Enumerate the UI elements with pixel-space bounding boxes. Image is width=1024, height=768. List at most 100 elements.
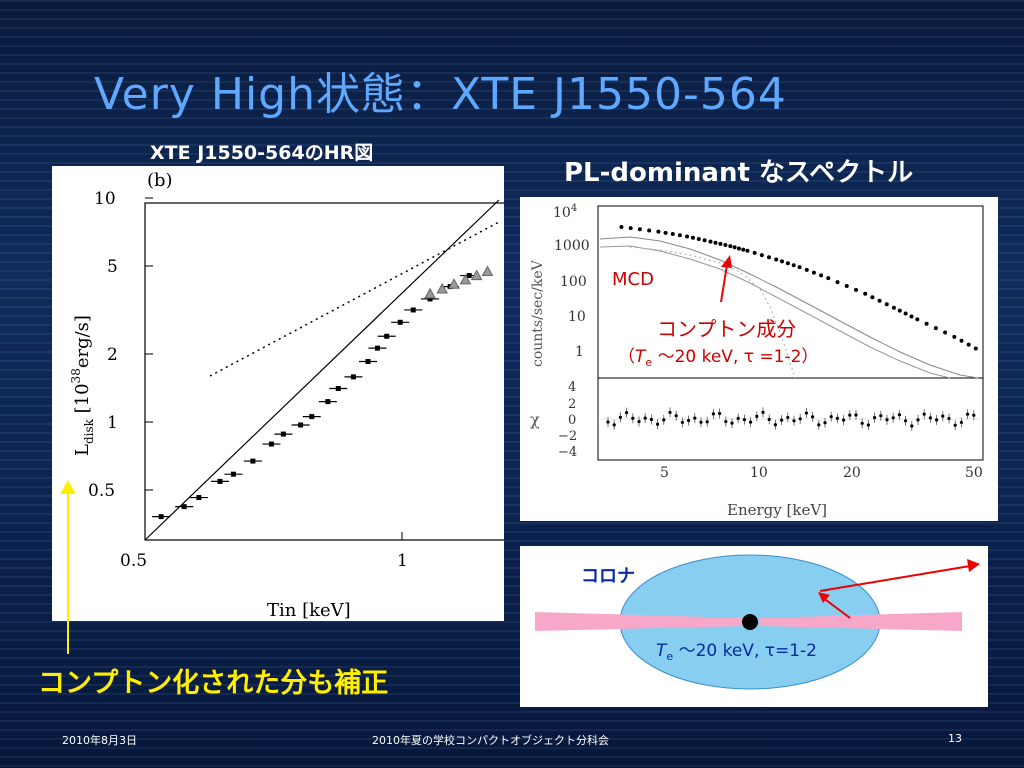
hr-point bbox=[217, 478, 223, 484]
chi-point bbox=[668, 410, 672, 415]
photon-arrow-out-head bbox=[967, 559, 980, 572]
chi-ytick-4: 4 bbox=[568, 380, 576, 395]
spectrum-caption: PL-dominant なスペクトル bbox=[564, 158, 914, 188]
spectrum-point bbox=[690, 235, 695, 240]
spectrum-point bbox=[826, 276, 831, 281]
hr-point bbox=[384, 333, 390, 339]
photon-arrow-in-head bbox=[818, 592, 830, 603]
chi-residual-points bbox=[606, 407, 976, 431]
compton-label: コンプトン成分 bbox=[657, 317, 796, 341]
hr-ylabel-prefix: L bbox=[72, 444, 93, 456]
photon-arrow-in-line bbox=[821, 596, 851, 619]
spectrum-point bbox=[877, 298, 882, 303]
spectrum-point bbox=[933, 326, 938, 331]
hr-point bbox=[196, 495, 202, 501]
chi-point bbox=[972, 413, 976, 417]
chi-point bbox=[612, 423, 616, 427]
hr-point bbox=[280, 431, 286, 437]
spectrum-point bbox=[863, 291, 868, 296]
chi-point bbox=[637, 419, 641, 424]
spectrum-point bbox=[780, 259, 785, 264]
chi-point bbox=[941, 414, 945, 418]
spectrum-ytick-1: 1 bbox=[575, 344, 584, 360]
hr-triangle-point bbox=[448, 278, 460, 289]
spectrum-xtick-20: 20 bbox=[843, 465, 861, 481]
corona-svg: コロナ Te ～20 keV, τ=1-2 bbox=[535, 554, 980, 690]
spectrum-point bbox=[702, 238, 707, 243]
hr-point bbox=[365, 359, 371, 365]
spectrum-point bbox=[943, 330, 948, 335]
corona-diagram-panel: コロナ Te ～20 keV, τ=1-2 bbox=[520, 546, 988, 707]
chi-point bbox=[897, 413, 901, 417]
chi-point bbox=[649, 417, 653, 422]
chi-point bbox=[724, 419, 728, 424]
hr-xtick-1: 1 bbox=[397, 551, 408, 571]
chi-point bbox=[842, 418, 846, 422]
hr-triangle-point bbox=[481, 265, 494, 276]
spectrum-point bbox=[884, 302, 889, 307]
spectrum-point bbox=[952, 334, 957, 339]
chi-point bbox=[804, 411, 808, 415]
hr-ylabel-suffix: erg/s] bbox=[72, 315, 93, 368]
chi-point bbox=[718, 411, 722, 416]
hr-point bbox=[158, 514, 164, 520]
footer-event: 2010年夏の学校コンパクトオブジェクト分科会 bbox=[372, 734, 609, 747]
model-curve-total bbox=[599, 236, 979, 379]
chi-point bbox=[916, 418, 920, 422]
chi-point bbox=[848, 413, 852, 417]
chi-point bbox=[755, 414, 759, 418]
chi-point bbox=[736, 416, 740, 420]
chi-point bbox=[873, 416, 877, 420]
spectrum-point bbox=[797, 265, 802, 270]
chi-point bbox=[711, 412, 715, 416]
spectrum-point bbox=[844, 283, 849, 288]
hr-triangle-point bbox=[459, 273, 472, 285]
spectrum-svg: counts/sec/keV 104 1000 100 10 1 χ 4 2 0… bbox=[530, 203, 984, 519]
hr-triangle-point bbox=[424, 287, 436, 299]
spectrum-point bbox=[637, 227, 642, 232]
photon-arrow-out-line bbox=[819, 565, 971, 592]
chi-point bbox=[885, 418, 889, 422]
chi-point bbox=[910, 424, 914, 428]
hr-triangle-point bbox=[436, 282, 449, 294]
hr-point bbox=[397, 319, 403, 325]
spectrum-point bbox=[766, 255, 771, 260]
spectrum-point bbox=[647, 228, 652, 233]
spectrum-top-ylabel: counts/sec/keV bbox=[530, 259, 546, 367]
chi-point bbox=[866, 423, 870, 427]
hr-point bbox=[335, 386, 341, 392]
chi-point bbox=[798, 417, 802, 421]
hr-ytick-1: 1 bbox=[107, 413, 118, 433]
chi-point bbox=[780, 418, 784, 422]
chi-point bbox=[699, 420, 703, 424]
spectrum-point bbox=[723, 243, 728, 248]
spectrum-ytick-100: 100 bbox=[560, 274, 587, 290]
spectrum-point bbox=[759, 253, 764, 258]
footer-date: 2010年8月3日 bbox=[62, 734, 137, 747]
spectrum-point bbox=[713, 240, 718, 245]
spectrum-point bbox=[718, 241, 723, 246]
spectrum-point bbox=[677, 233, 682, 238]
chi-point bbox=[767, 417, 771, 421]
spectrum-point bbox=[685, 234, 690, 239]
spectrum-point bbox=[915, 317, 920, 322]
hr-point bbox=[350, 374, 356, 380]
spectrum-point bbox=[752, 250, 757, 255]
spectrum-point bbox=[959, 338, 964, 343]
spectrum-panel: counts/sec/keV 104 1000 100 10 1 χ 4 2 0… bbox=[520, 197, 998, 521]
panel-label: (b) bbox=[147, 170, 173, 191]
chi-point bbox=[904, 419, 908, 423]
chi-point bbox=[879, 414, 883, 418]
chi-point bbox=[662, 418, 666, 422]
spectrum-point bbox=[966, 342, 971, 347]
hr-point bbox=[309, 414, 315, 420]
hr-diagram-caption: XTE J1550-564のHR図 bbox=[150, 142, 374, 164]
hr-triangle-point bbox=[470, 269, 483, 281]
chi-point bbox=[835, 416, 839, 420]
spectrum-point bbox=[804, 267, 809, 272]
hr-ytick-10: 10 bbox=[94, 189, 116, 209]
spectrum-point bbox=[656, 229, 661, 234]
spectrum-point bbox=[732, 245, 737, 250]
mcd-label: MCD bbox=[612, 269, 654, 290]
compton-params: （Te ～20 keV, τ =1-2） bbox=[618, 347, 818, 369]
